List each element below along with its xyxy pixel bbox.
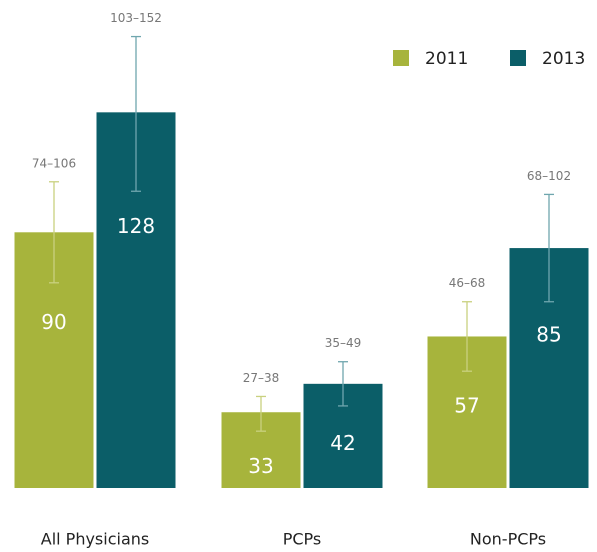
error-label: 68–102 xyxy=(527,169,571,183)
error-label: 74–106 xyxy=(32,156,76,170)
value-label: 128 xyxy=(117,214,155,238)
error-label: 103–152 xyxy=(110,11,162,25)
error-label: 27–38 xyxy=(243,371,280,385)
legend-label: 2013 xyxy=(542,49,585,69)
legend-swatch xyxy=(393,50,409,66)
x-tick-label: All Physicians xyxy=(41,530,149,549)
value-label: 85 xyxy=(536,323,561,347)
error-label: 35–49 xyxy=(325,336,362,350)
x-tick-label: Non-PCPs xyxy=(470,530,546,549)
legend-label: 2011 xyxy=(425,49,468,69)
value-label: 90 xyxy=(41,310,66,334)
value-label: 42 xyxy=(330,431,355,455)
legend-swatch xyxy=(510,50,526,66)
error-label: 46–68 xyxy=(449,276,486,290)
value-label: 33 xyxy=(248,454,273,478)
value-label: 57 xyxy=(454,393,479,417)
x-tick-label: PCPs xyxy=(283,530,322,549)
